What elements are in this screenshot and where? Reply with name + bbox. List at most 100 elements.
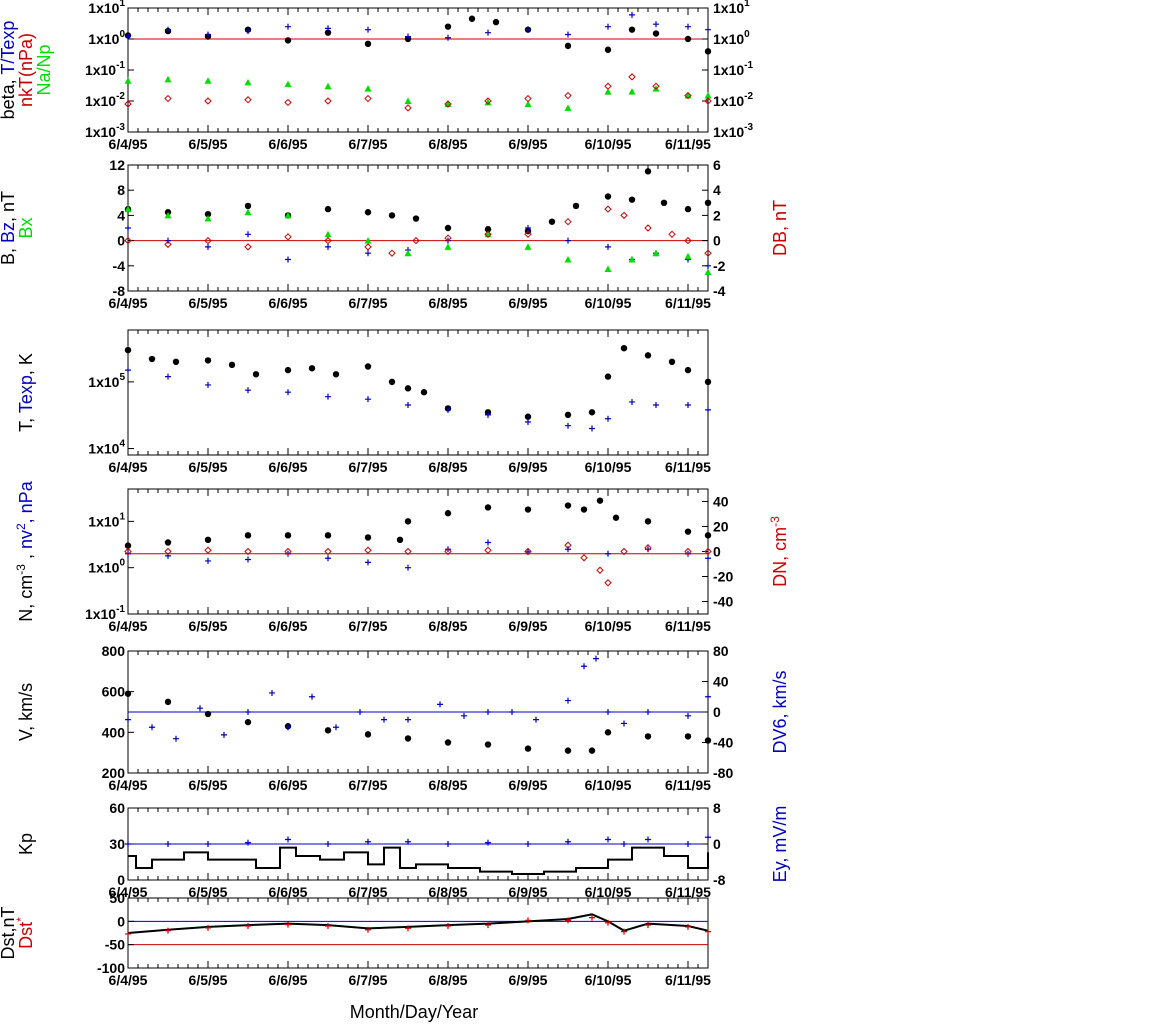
data-point xyxy=(704,378,712,386)
data-point xyxy=(285,724,291,731)
y-tick-label: 400 xyxy=(102,724,126,740)
panel-frame xyxy=(127,7,709,133)
data-point xyxy=(244,202,252,210)
data-point xyxy=(204,536,212,544)
data-point xyxy=(404,104,412,112)
data-point xyxy=(404,518,412,525)
data-point xyxy=(164,94,172,103)
data-point xyxy=(173,735,179,742)
date-label: 6/7/95 xyxy=(349,777,388,793)
data-point xyxy=(685,401,691,408)
data-point xyxy=(204,77,212,84)
data-point xyxy=(284,532,292,539)
data-point xyxy=(324,82,332,90)
data-point xyxy=(564,502,572,509)
date-label: 6/10/95 xyxy=(585,295,632,311)
data-point xyxy=(205,243,211,250)
y-tick-label: 200 xyxy=(102,765,126,781)
data-point xyxy=(244,78,252,86)
data-point xyxy=(525,419,531,426)
data-point xyxy=(705,693,711,700)
data-point xyxy=(596,497,604,504)
data-point xyxy=(492,18,500,26)
data-point xyxy=(124,100,132,108)
data-point xyxy=(284,211,292,219)
data-point xyxy=(165,373,171,380)
data-point xyxy=(365,250,371,257)
data-point xyxy=(604,193,612,200)
data-point xyxy=(245,923,251,929)
data-point xyxy=(244,243,252,251)
data-point xyxy=(604,729,612,736)
data-point xyxy=(705,928,711,935)
y-right-tick-label: 40 xyxy=(713,494,729,510)
date-label: 6/9/95 xyxy=(509,295,548,311)
date-label: 6/8/95 xyxy=(429,295,468,311)
data-point xyxy=(364,94,372,103)
data-point xyxy=(396,536,404,544)
data-point xyxy=(685,712,691,719)
data-point xyxy=(444,510,452,517)
data-point xyxy=(228,361,236,369)
date-label: 6/7/95 xyxy=(349,972,388,988)
data-point xyxy=(652,85,660,92)
panel-p3: 1x105 1x104 T, Texp, K xyxy=(16,329,712,457)
y-tick-label: 1x100 xyxy=(88,558,125,576)
data-point xyxy=(704,48,712,55)
data-point xyxy=(285,256,291,263)
data-point xyxy=(580,506,588,513)
data-point xyxy=(605,550,611,557)
data-point xyxy=(684,35,692,43)
data-point xyxy=(404,547,412,556)
y-tick-label: 800 xyxy=(102,643,126,659)
date-label: 6/10/95 xyxy=(585,618,632,634)
data-point xyxy=(652,30,660,37)
data-point xyxy=(284,233,292,241)
y-tick-label: 4 xyxy=(117,207,125,223)
data-point xyxy=(388,378,396,386)
date-label: 6/11/95 xyxy=(665,777,711,793)
data-point xyxy=(533,716,539,723)
series-blue xyxy=(125,225,711,269)
y-tick-label: 12 xyxy=(109,157,125,173)
data-point xyxy=(124,346,132,354)
data-point xyxy=(445,546,451,553)
series-red xyxy=(125,914,711,937)
data-point xyxy=(245,709,251,715)
data-point xyxy=(381,716,387,723)
data-point xyxy=(668,230,676,239)
data-point xyxy=(704,97,712,105)
y-right-tick-label: 0 xyxy=(713,704,721,720)
data-point xyxy=(405,401,411,408)
data-point xyxy=(705,26,711,33)
data-point xyxy=(485,539,491,546)
data-point xyxy=(285,23,291,30)
data-point xyxy=(445,841,451,847)
data-point xyxy=(125,225,131,231)
data-point xyxy=(605,243,611,250)
y-tick-label: -4 xyxy=(113,258,126,274)
data-point xyxy=(164,211,172,219)
data-point xyxy=(704,737,712,744)
data-point xyxy=(244,208,252,216)
y-tick-label: 30 xyxy=(109,836,125,852)
date-label: 6/7/95 xyxy=(349,884,388,900)
date-label: 6/9/95 xyxy=(509,459,548,475)
date-label: 6/6/95 xyxy=(269,459,308,475)
data-point xyxy=(445,923,451,929)
data-point xyxy=(244,718,252,726)
y-right-tick-label: 4 xyxy=(713,182,721,198)
data-point xyxy=(644,352,652,359)
date-label: 6/8/95 xyxy=(429,884,468,900)
data-point xyxy=(357,709,363,715)
y-tick-label: 1x10-3 xyxy=(85,122,125,140)
y-right-label-0: DN, cm-3 xyxy=(768,516,790,587)
panel-p6: 60 30 0 8 0 -8 Kp Ey, mV/m xyxy=(16,800,790,888)
data-point xyxy=(444,234,452,242)
data-point xyxy=(525,841,531,847)
data-point xyxy=(645,922,651,929)
data-point xyxy=(124,236,132,245)
data-point xyxy=(485,922,491,929)
